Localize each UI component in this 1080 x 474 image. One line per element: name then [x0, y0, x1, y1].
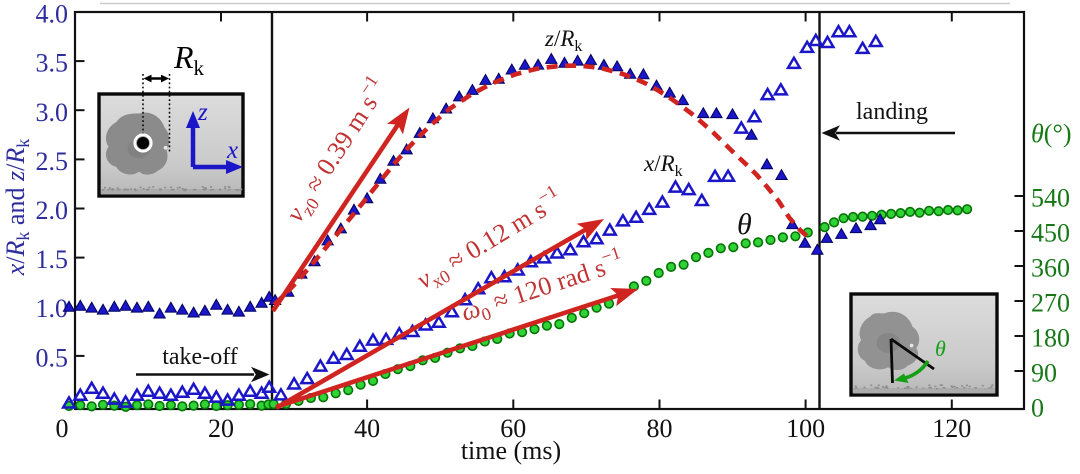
svg-text:take-off: take-off: [162, 344, 238, 370]
svg-text:3.0: 3.0: [36, 98, 69, 127]
svg-text:3.5: 3.5: [36, 49, 69, 78]
svg-text:450: 450: [1031, 219, 1070, 248]
svg-text:20: 20: [208, 414, 234, 443]
svg-text:270: 270: [1031, 289, 1070, 318]
svg-text:4.0: 4.0: [36, 0, 69, 29]
svg-text:120: 120: [932, 414, 971, 443]
svg-text:540: 540: [1031, 184, 1070, 213]
svg-text:60: 60: [500, 414, 526, 443]
svg-text:landing: landing: [856, 99, 928, 125]
svg-text:time (ms): time (ms): [461, 436, 561, 465]
svg-text:2.0: 2.0: [36, 196, 69, 225]
svg-text:180: 180: [1031, 324, 1070, 353]
svg-text:Rk: Rk: [173, 39, 205, 80]
svg-text:40: 40: [354, 414, 380, 443]
svg-text:x/Rk and z/Rk: x/Rk and z/Rk: [1, 139, 33, 276]
svg-text:0.5: 0.5: [36, 343, 69, 372]
svg-text:θ: θ: [737, 208, 752, 241]
svg-text:0: 0: [56, 414, 69, 443]
svg-text:80: 80: [647, 414, 673, 443]
svg-text:90: 90: [1031, 359, 1057, 388]
svg-text:2.5: 2.5: [36, 147, 69, 176]
svg-text:θ(°): θ(°): [1031, 119, 1072, 148]
svg-text:z/Rk: z/Rk: [544, 26, 582, 55]
svg-text:θ: θ: [935, 336, 946, 361]
svg-text:x: x: [226, 137, 238, 164]
svg-text:z: z: [197, 99, 208, 126]
svg-text:1.0: 1.0: [36, 294, 69, 323]
svg-text:0: 0: [1031, 394, 1044, 423]
svg-text:360: 360: [1031, 254, 1070, 283]
svg-text:100: 100: [786, 414, 825, 443]
svg-text:1.5: 1.5: [36, 245, 69, 274]
